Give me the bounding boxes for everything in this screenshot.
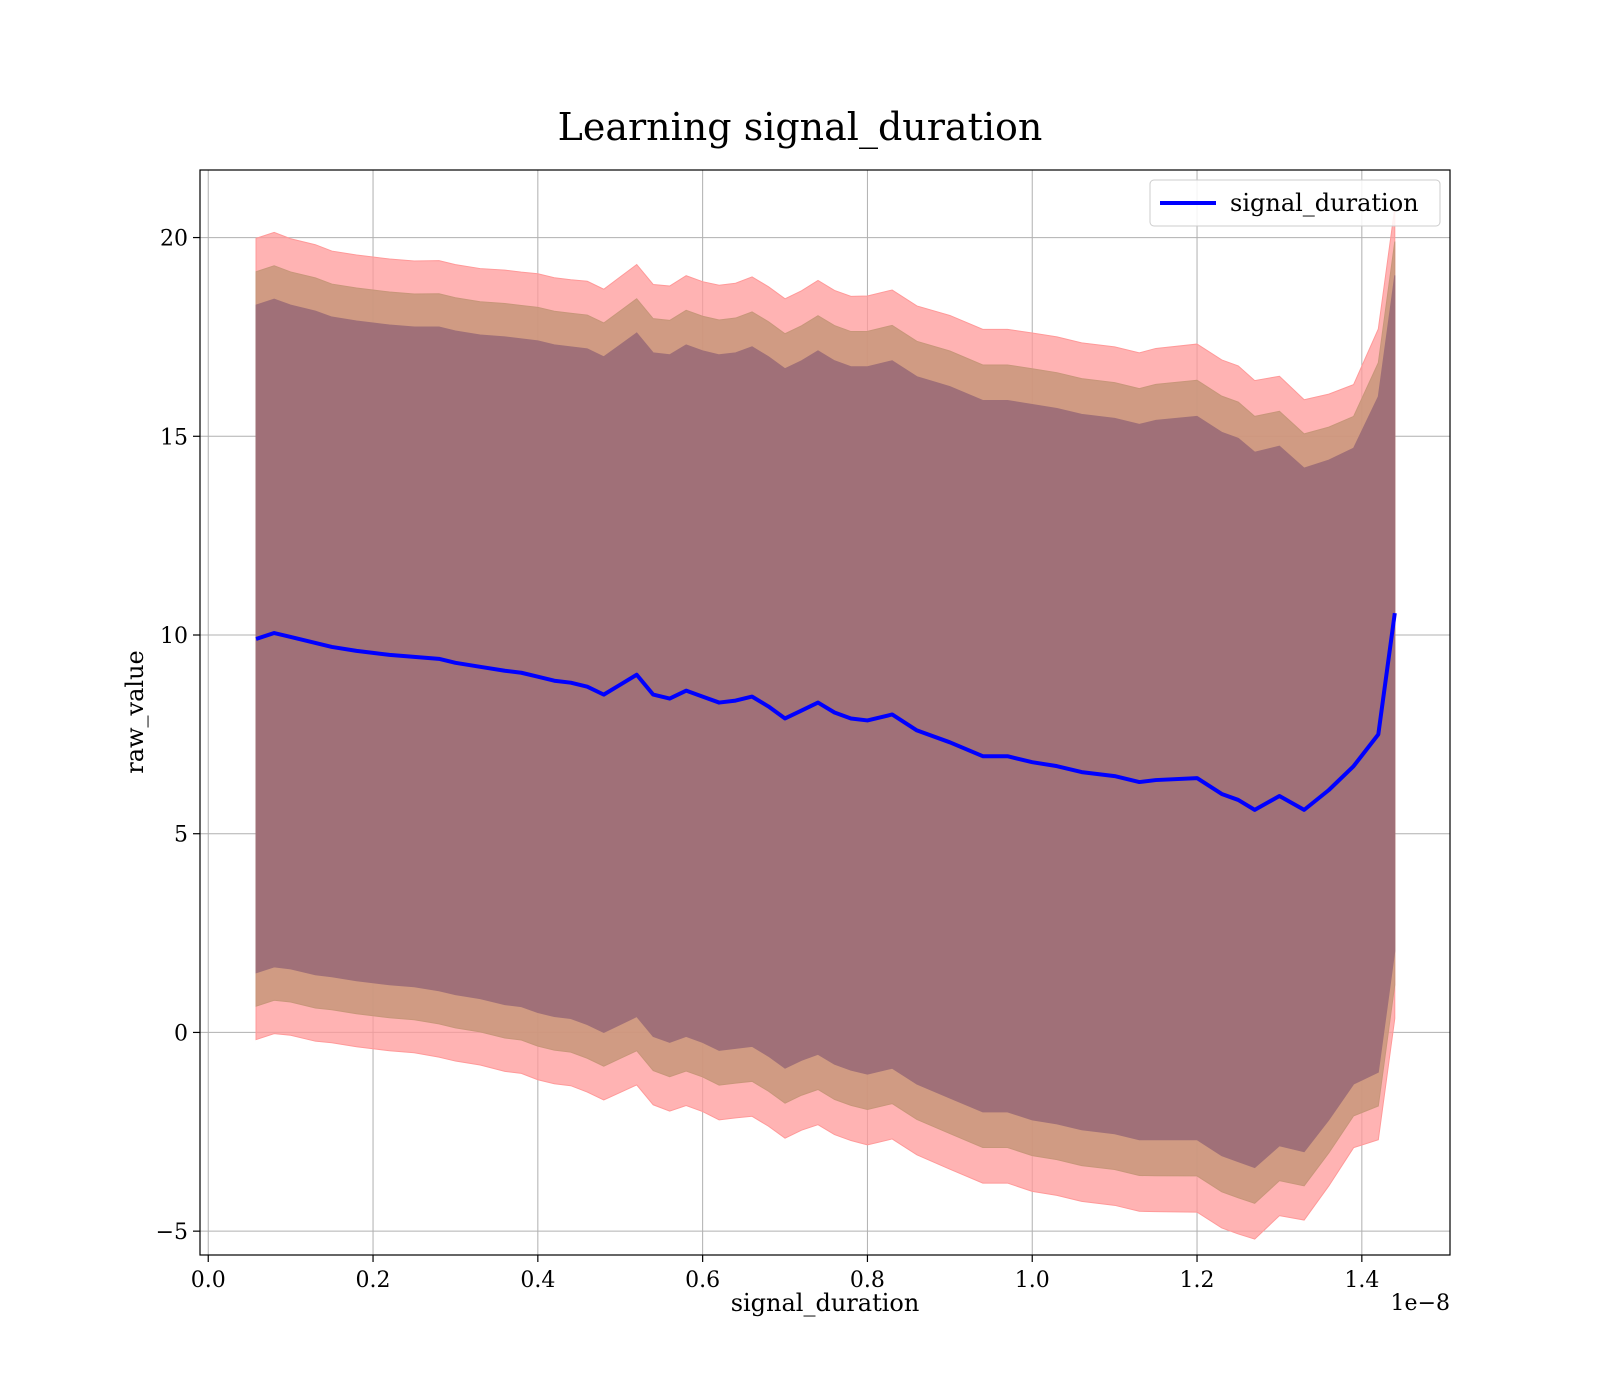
x-tick-label: 0.6	[685, 1268, 720, 1293]
y-tick-label: 5	[174, 823, 188, 848]
x-tick-label: 1.4	[1344, 1268, 1379, 1293]
x-tick-label: 0.4	[520, 1268, 555, 1293]
x-axis-offset-text: 1e−8	[1391, 1291, 1450, 1316]
legend: signal_duration	[1149, 179, 1441, 227]
plot-frame	[199, 169, 1451, 1256]
chart-title: Learning signal_duration	[558, 105, 1043, 150]
legend-label-signal-duration: signal_duration	[1230, 189, 1419, 217]
band-inner	[255, 275, 1396, 1169]
x-axis-label: signal_duration	[731, 1289, 920, 1317]
y-tick-label: 10	[160, 624, 188, 649]
confidence-bands	[255, 207, 1396, 1240]
series-layer	[255, 612, 1397, 812]
y-axis-label: raw_value	[121, 650, 149, 774]
legend-box	[1149, 179, 1441, 227]
y-tick-label: 0	[174, 1021, 188, 1046]
series-line-signal-duration	[255, 612, 1397, 812]
x-axis-ticks: 0.0 0.2 0.4 0.6 0.8 1.0 1.2 1.4	[191, 1255, 1379, 1293]
y-tick-label: −5	[156, 1220, 188, 1245]
x-tick-label: 1.2	[1180, 1268, 1215, 1293]
x-tick-label: 0.2	[356, 1268, 391, 1293]
x-tick-label: 0.0	[191, 1268, 226, 1293]
y-tick-label: 15	[160, 425, 188, 450]
y-axis-ticks: −5 0 5 10 15 20	[156, 227, 200, 1245]
x-tick-label: 0.8	[850, 1268, 885, 1293]
y-tick-label: 20	[160, 227, 188, 252]
x-tick-label: 1.0	[1015, 1268, 1050, 1293]
